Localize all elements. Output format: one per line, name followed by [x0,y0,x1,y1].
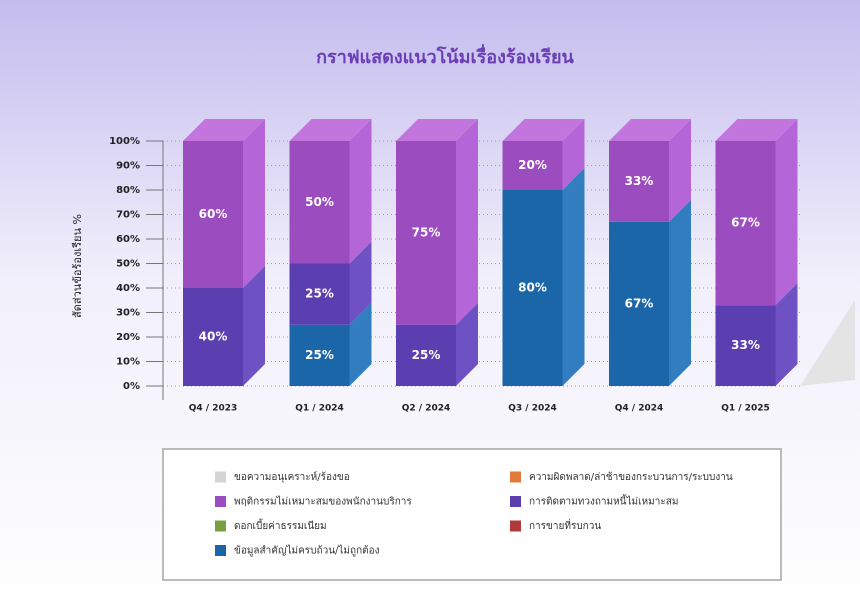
legend-box [162,448,782,581]
legend-label: ขอความอนุเคราะห์/ร้องขอ [234,471,350,483]
legend-marker [215,471,226,483]
y-tick-label: 20% [116,332,140,343]
bar-side [349,119,372,264]
value-label: 40% [199,330,228,344]
legend-label: การติดตามทวงถามหนี้ไม่เหมาะสม [529,494,678,508]
value-label: 50% [305,195,334,209]
bar [609,221,669,386]
legend-label: พฤติกรรมไม่เหมาะสมของพนักงานบริการ [234,496,412,508]
legend-marker [510,520,521,532]
legend-marker [510,471,521,483]
legend-marker [215,496,226,507]
y-tick-label: 40% [116,283,140,294]
x-tick-label: Q2 / 2024 [402,404,451,414]
bar-side [456,302,478,386]
chart-title: กราฟแสดงแนวโน้มเรื่องร้องเรียน [316,44,574,68]
x-tick-label: Q3 / 2024 [508,404,557,414]
bar-side [562,168,585,386]
legend-marker [510,496,521,507]
bar-side [243,119,265,288]
bar [715,141,776,306]
y-tick-label: 90% [116,161,140,172]
value-label: 33% [731,338,760,352]
y-tick-label: 50% [116,259,140,270]
bar [183,288,243,386]
value-label: 75% [412,225,441,239]
bar [396,324,456,386]
bar [609,141,669,222]
y-tick-label: 70% [116,210,140,221]
bar-side [775,283,798,386]
bar-side [243,266,265,386]
y-tick-label: 10% [116,357,140,368]
value-label: 25% [412,348,441,362]
legend-label: ความผิดพลาด/ล่าช้าของกระบวนการ/ระบบงาน [529,471,733,483]
bar-top [502,119,585,141]
y-axis-title: สัดส่วนข้อร้องเรียน % [71,214,84,318]
x-tick-label: Q4 / 2023 [189,404,238,414]
y-tick-label: 80% [116,185,140,196]
value-label: 25% [305,287,334,301]
bar-side [456,119,478,325]
bar [715,305,776,386]
legend-label: ข้อมูลสำคัญไม่ครบถ้วน/ไม่ถูกต้อง [234,545,380,557]
x-tick-label: Q1 / 2024 [295,404,344,414]
bar [502,190,563,386]
y-tick-label: 100% [109,136,140,147]
value-label: 67% [625,296,654,310]
bar [289,141,350,264]
bar-top [396,119,478,141]
y-tick-label: 30% [116,308,140,319]
y-tick-label: 60% [116,234,140,245]
value-label: 33% [625,174,654,188]
y-tick-label: 0% [123,381,140,392]
legend-marker [215,545,226,556]
bar-side [775,119,798,306]
value-label: 20% [518,158,547,172]
bar-side [349,302,372,386]
bar-side [669,119,691,222]
bar-top [183,119,265,141]
x-tick-label: Q4 / 2024 [615,404,664,414]
value-label: 25% [305,348,334,362]
bar-top [715,119,798,141]
bar [396,141,456,325]
value-label: 67% [731,216,760,230]
x-tick-label: Q1 / 2025 [721,404,770,414]
value-label: 60% [199,207,228,221]
bar-side [562,119,585,190]
legend-label: การขายที่รบกวน [529,518,601,532]
bar [289,324,350,386]
bar [183,141,243,288]
bar [502,141,563,190]
legend-label: ดอกเบี้ยค่าธรรมเนียม [234,518,327,532]
bar-top [289,119,372,141]
bar-side [349,241,372,325]
bar-top [609,119,691,141]
value-label: 80% [518,281,547,295]
bar [289,263,350,325]
bar-side [669,199,691,386]
legend-marker [215,520,226,532]
